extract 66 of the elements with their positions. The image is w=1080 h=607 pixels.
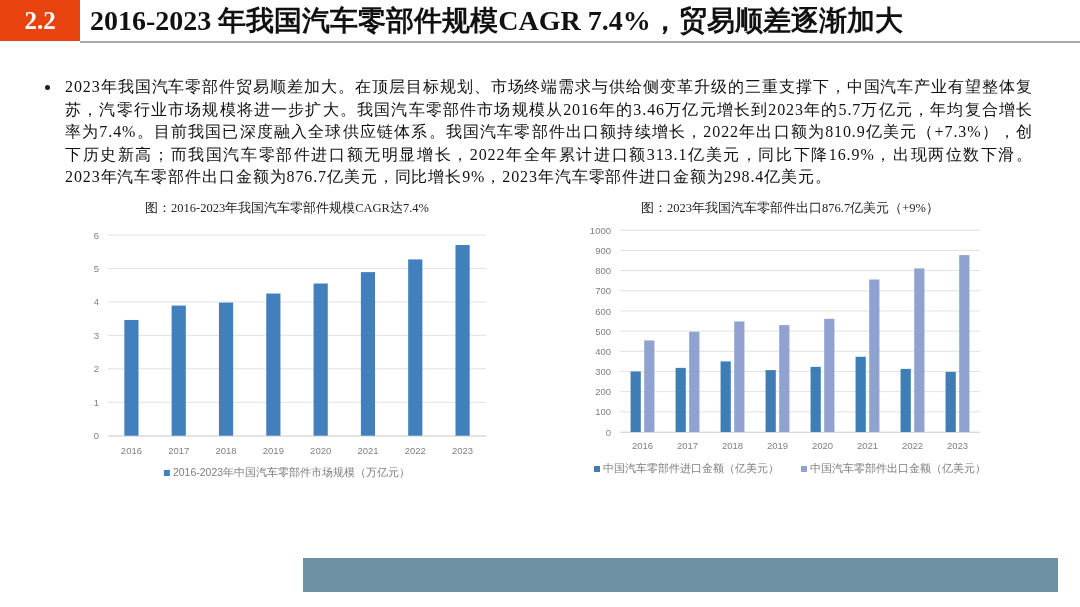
y-tick-label: 1000 [589, 224, 611, 236]
y-tick-label: 500 [595, 325, 611, 337]
bar [765, 370, 776, 432]
bar [218, 302, 234, 436]
bar [455, 245, 470, 436]
y-tick-label: 800 [595, 265, 611, 277]
x-tick-label: 2020 [811, 439, 834, 451]
x-tick-label: 2021 [357, 444, 379, 456]
x-tick-label: 2022 [901, 439, 924, 451]
x-tick-label: 2018 [215, 444, 237, 456]
x-tick-label: 2020 [310, 444, 332, 456]
x-tick-label: 2017 [676, 439, 699, 451]
legend-label: 中国汽车零部件进口金额（亿美元） [603, 462, 779, 474]
chart-title: 图：2023年我国汽车零部件出口876.7亿美元（+9%） [641, 200, 939, 215]
bar [124, 319, 139, 436]
y-tick-label: 100 [595, 406, 611, 418]
x-tick-label: 2019 [262, 444, 284, 456]
bar [855, 356, 866, 432]
bar [945, 371, 956, 432]
y-tick-label: 3 [93, 329, 99, 341]
bar [630, 371, 641, 432]
x-tick-label: 2017 [168, 444, 190, 456]
bar [779, 325, 790, 432]
bar [171, 305, 186, 436]
bar [675, 367, 686, 432]
legend-label: 2016-2023年中国汽车零部件市场规模（万亿元） [172, 466, 411, 478]
bar [734, 321, 745, 432]
x-tick-label: 2016 [631, 439, 654, 451]
bar [644, 340, 655, 432]
y-tick-label: 5 [93, 262, 99, 274]
y-tick-label: 0 [605, 426, 611, 438]
bar [313, 283, 328, 436]
x-tick-label: 2023 [452, 444, 474, 456]
y-tick-label: 400 [595, 345, 611, 357]
y-tick-label: 700 [595, 285, 611, 297]
bar [408, 259, 423, 436]
bar [914, 268, 925, 432]
bar [720, 361, 731, 432]
y-tick-label: 600 [595, 305, 611, 317]
x-tick-label: 2021 [856, 439, 879, 451]
bar [824, 318, 835, 432]
bar [689, 331, 700, 432]
legend-label: 中国汽车零部件出口金额（亿美元） [810, 462, 986, 474]
y-tick-label: 0 [93, 430, 99, 442]
bar [900, 368, 911, 432]
x-tick-label: 2019 [766, 439, 789, 451]
text: 2023年我国汽车零部件贸易顺差加大。在顶层目标规划、市场终端需求与供给侧变革升级的三重支撑下，中国汽车产业有望整体复苏，汽零行业市场规模将进一步扩大。我国汽车零部件市场规模从2016年的3.46万亿元增长到2023年的5.7万亿元，年均复合增长率为7.4%。目前我国已深度融入全球供应链体系。我国汽车零部件出口额持续增长，2022年出口额为810.9亿美元（+7.3%），创下历史新高；而我国汽车零部件进口额无明显增长，2022年全年累计进口额313.1亿美元，同比下降16.9%，出现两位数下滑。2023年汽车零部件出口金额为876.7亿美元，同比增长9%，2023年汽车零部件进口金额为298.4亿美元。 [65, 77, 1033, 187]
y-tick-label: 300 [595, 366, 611, 378]
bar [959, 255, 970, 432]
text: 2.2 [24, 7, 56, 34]
chart-title: 图：2016-2023年我国汽车零部件规模CAGR达7.4% [145, 201, 429, 215]
x-tick-label: 2022 [404, 444, 426, 456]
text: 2016-2023 年我国汽车零部件规模CAGR 7.4%，贸易顺差逐渐加大 [90, 5, 903, 36]
x-tick-label: 2018 [721, 439, 744, 451]
x-tick-label: 2023 [946, 439, 969, 451]
bar [869, 279, 880, 432]
y-tick-label: 6 [93, 229, 99, 241]
y-tick-label: 2 [93, 363, 99, 375]
bar [360, 272, 376, 436]
y-tick-label: 4 [93, 296, 99, 308]
bar [810, 366, 821, 432]
y-tick-label: 1 [93, 396, 99, 408]
y-tick-label: 200 [595, 386, 611, 398]
y-tick-label: 900 [595, 245, 611, 257]
bar [266, 293, 281, 436]
x-tick-label: 2016 [120, 444, 142, 456]
